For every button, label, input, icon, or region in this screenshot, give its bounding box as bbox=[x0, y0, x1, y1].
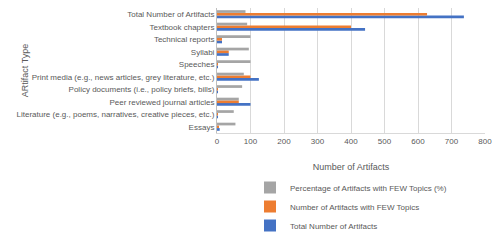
svg-text:100: 100 bbox=[244, 137, 258, 146]
svg-text:Number of Artifacts with FEW T: Number of Artifacts with FEW Topics bbox=[290, 203, 419, 212]
svg-text:Textbook chapters: Textbook chapters bbox=[149, 23, 214, 32]
svg-text:400: 400 bbox=[344, 137, 358, 146]
svg-text:200: 200 bbox=[277, 137, 291, 146]
svg-text:Syllabi: Syllabi bbox=[191, 48, 215, 57]
svg-text:500: 500 bbox=[378, 137, 392, 146]
svg-text:Total Number of Artifacts: Total Number of Artifacts bbox=[127, 10, 214, 19]
svg-text:Policy documents (i.e., policy: Policy documents (i.e., policy briefs, b… bbox=[69, 85, 215, 94]
svg-text:Total Number of Artifacts: Total Number of Artifacts bbox=[290, 222, 377, 231]
svg-text:Literature (e.g., poems, narra: Literature (e.g., poems, narratives, cre… bbox=[17, 110, 215, 119]
svg-text:Percentage of Artifacts with F: Percentage of Artifacts with FEW Topics … bbox=[290, 184, 447, 193]
svg-text:600: 600 bbox=[411, 137, 425, 146]
svg-text:Print media (e.g., news articl: Print media (e.g., news articles, grey l… bbox=[32, 73, 215, 82]
svg-text:Number of Artifacts: Number of Artifacts bbox=[313, 162, 390, 172]
svg-text:Essays: Essays bbox=[189, 123, 215, 132]
svg-text:Technical reports: Technical reports bbox=[154, 35, 214, 44]
svg-text:300: 300 bbox=[311, 137, 325, 146]
svg-text:0: 0 bbox=[215, 137, 220, 146]
svg-text:800: 800 bbox=[478, 137, 492, 146]
svg-text:ARtifact Type: ARtifact Type bbox=[20, 44, 30, 97]
svg-text:Speeches: Speeches bbox=[179, 60, 215, 69]
svg-text:700: 700 bbox=[445, 137, 459, 146]
svg-text:Peer reviewed journal articles: Peer reviewed journal articles bbox=[109, 98, 214, 107]
